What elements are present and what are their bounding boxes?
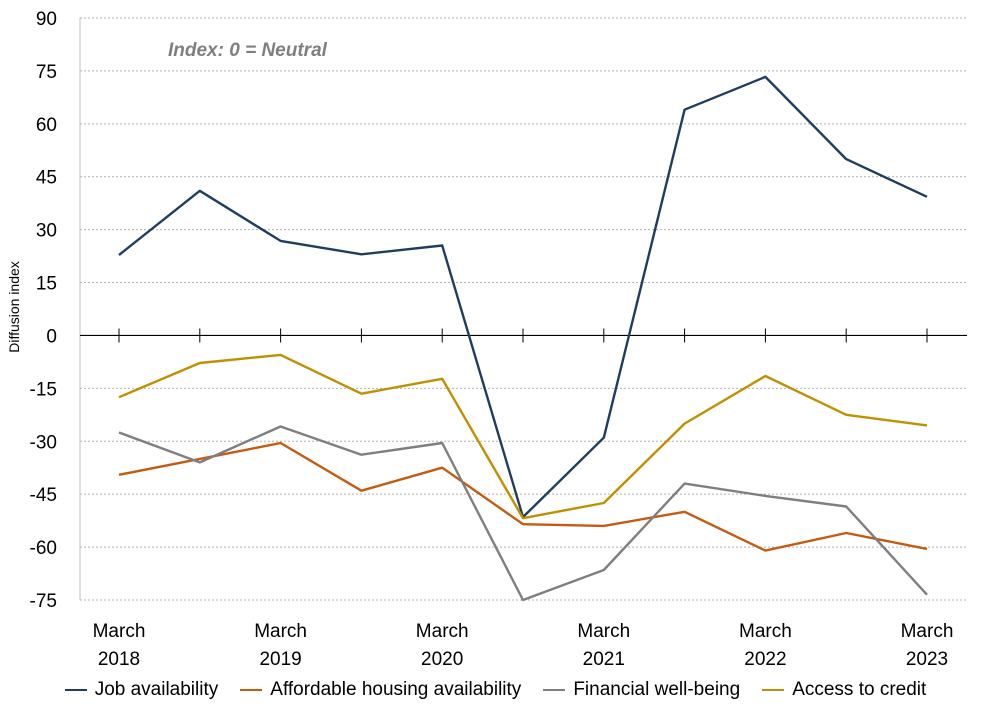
legend-item-affordable-housing-availability: Affordable housing availability [240,679,521,701]
legend: Job availability Affordable housing avail… [0,676,991,704]
y-tick-label: 45 [36,168,57,189]
y-tick-label: -45 [30,485,57,506]
x-tick-label: 2022 [744,649,786,670]
chart-annotation: Index: 0 = Neutral [168,40,328,61]
axes: 90 75 60 45 30 15 0 -15 -30 -45 -60 -75 March 2018 Mar… [30,9,967,670]
series-line-financial-well-being [118,425,928,602]
y-tick-label: 30 [36,221,57,242]
series-lines [118,75,928,602]
y-tick-label: -60 [30,538,57,559]
y-tick-label: 60 [36,115,57,136]
line-chart: 90 75 60 45 30 15 0 -15 -30 -45 -60 -75 March 2018 Mar… [6,9,967,670]
legend-item-access-to-credit: Access to credit [762,679,926,701]
legend-swatch [762,689,785,691]
x-tick-label: March [901,621,954,642]
legend-label: Job availability [94,679,219,700]
x-tick-label: March [739,621,792,642]
series-line-affordable-housing-availability [118,441,928,552]
gridlines [80,17,967,601]
legend-swatch [64,689,87,691]
y-axis-title: Diffusion index [6,261,22,353]
legend-item-financial-well-being: Financial well-being [543,679,740,701]
x-tick-label: 2020 [421,649,463,670]
y-tick-label: 15 [36,274,57,295]
y-tick-label: 0 [46,326,57,347]
y-tick-label: -15 [30,379,57,400]
y-tick-label: -75 [30,591,57,612]
x-tick-label: 2018 [98,649,140,670]
x-tick-label: March [416,621,469,642]
x-tick-label: 2023 [906,649,948,670]
x-tick-label: 2021 [583,649,625,670]
legend-label: Financial well-being [573,679,741,700]
legend-label: Access to credit [792,679,927,700]
x-tick-label: March [254,621,307,642]
legend-label: Affordable housing availability [270,679,522,700]
y-tick-label: 90 [36,9,57,30]
x-tick-label: March [93,621,146,642]
y-tick-label: 75 [36,62,57,83]
series-line-access-to-credit [118,353,928,520]
x-tick-label: 2019 [259,649,301,670]
legend-item-job-availability: Job availability [64,679,219,701]
y-tick-label: -30 [30,432,57,453]
x-tick-label: March [577,621,630,642]
legend-swatch [240,689,263,691]
legend-swatch [543,689,566,691]
